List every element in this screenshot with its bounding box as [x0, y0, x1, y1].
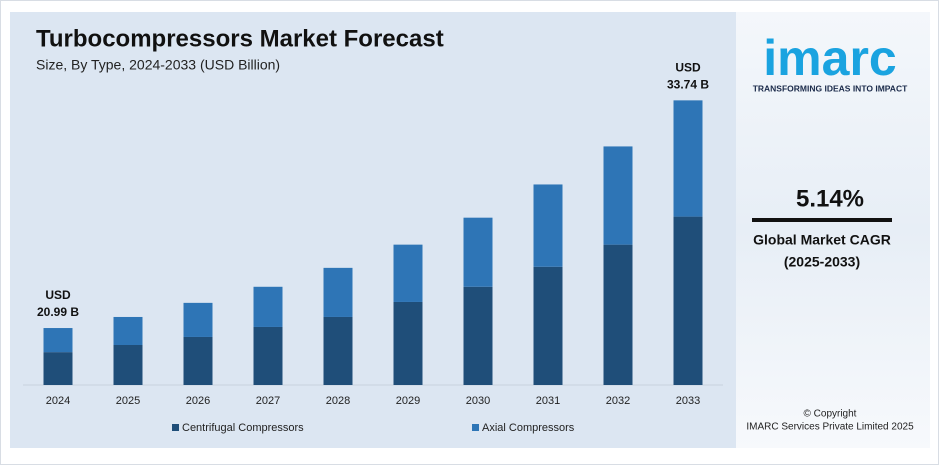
bar-segment	[533, 184, 563, 267]
bar-segment	[323, 316, 353, 385]
legend-label: Centrifugal Compressors	[182, 422, 304, 434]
bar-segment	[183, 302, 213, 337]
x-tick-label: 2027	[256, 395, 280, 407]
cagr-label: Global Market CAGR	[753, 232, 891, 248]
bar-segment	[253, 326, 283, 385]
bar-segment	[113, 316, 143, 345]
x-tick-label: 2030	[466, 395, 490, 407]
bar-segment	[603, 146, 633, 245]
bar-segment	[673, 100, 703, 217]
copyright: © Copyright	[804, 409, 857, 420]
annotation: 20.99 B	[37, 305, 79, 319]
bar-segment	[463, 217, 493, 287]
annotation: USD	[675, 61, 701, 75]
legend-label: Axial Compressors	[482, 422, 575, 434]
bar-segment	[183, 336, 213, 385]
bar-segment	[43, 328, 73, 353]
x-tick-label: 2031	[536, 395, 560, 407]
company: IMARC Services Private Limited 2025	[746, 422, 914, 433]
bar-segment	[393, 301, 423, 385]
bar-segment	[323, 267, 353, 317]
x-tick-label: 2024	[46, 395, 70, 407]
x-tick-label: 2025	[116, 395, 140, 407]
x-tick-label: 2032	[606, 395, 630, 407]
bar-segment	[533, 266, 563, 385]
bar-segment	[463, 286, 493, 385]
divider	[752, 218, 892, 222]
x-tick-label: 2028	[326, 395, 350, 407]
tagline: TRANSFORMING IDEAS INTO IMPACT	[753, 83, 908, 93]
x-tick-label: 2033	[676, 395, 700, 407]
annotation: USD	[45, 288, 71, 302]
legend-swatch	[472, 424, 479, 431]
chart-subtitle: Size, By Type, 2024-2033 (USD Billion)	[36, 57, 280, 73]
x-tick-label: 2026	[186, 395, 210, 407]
cagr-value: 5.14%	[796, 185, 864, 212]
bar-segment	[113, 345, 143, 385]
bar-segment	[43, 352, 73, 385]
logo: imarc	[763, 30, 896, 86]
annotation: 33.74 B	[667, 78, 709, 92]
x-tick-label: 2029	[396, 395, 420, 407]
bar-segment	[603, 244, 633, 385]
bar-segment	[673, 216, 703, 385]
bar-segment	[253, 286, 283, 327]
side-background	[736, 12, 930, 448]
legend-swatch	[172, 424, 179, 431]
cagr-period: (2025-2033)	[784, 254, 860, 270]
bar-segment	[393, 244, 423, 302]
chart-title: Turbocompressors Market Forecast	[36, 25, 444, 52]
